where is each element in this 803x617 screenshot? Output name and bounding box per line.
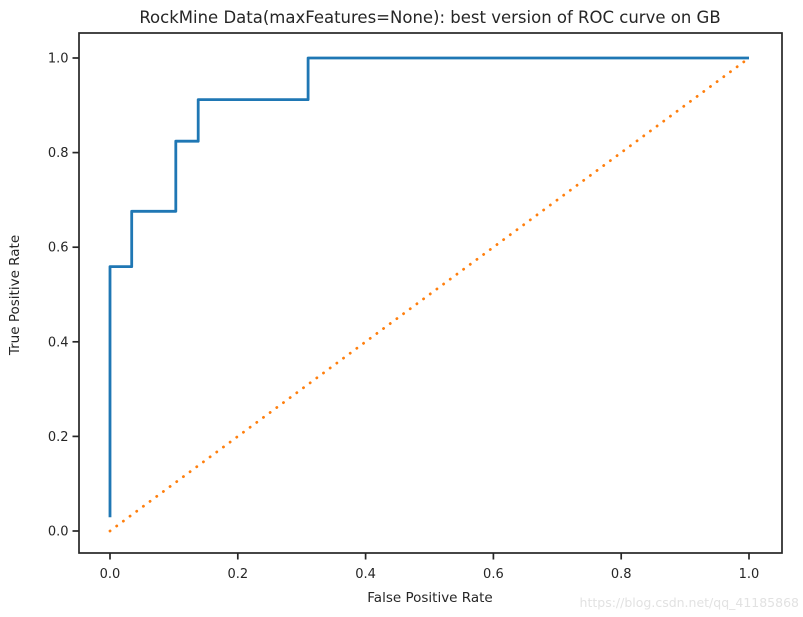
y-tick-label: 0.8 <box>48 146 69 161</box>
series-layer <box>108 56 751 533</box>
x-tick-label: 0.2 <box>227 567 248 582</box>
y-axis-ticks: 0.0 0.2 0.4 0.6 0.8 1.0 <box>48 52 79 540</box>
chance-diagonal-line <box>108 56 751 533</box>
y-tick-label: 0.0 <box>48 525 69 540</box>
watermark-text: https://blog.csdn.net/qq_41185868 <box>580 595 799 610</box>
chart-title: RockMine Data(maxFeatures=None): best ve… <box>139 8 720 27</box>
y-tick-label: 0.6 <box>48 241 69 256</box>
x-axis-label: False Positive Rate <box>367 590 492 606</box>
x-tick-label: 0.0 <box>100 567 121 582</box>
x-tick-label: 0.8 <box>611 567 632 582</box>
x-axis-ticks: 0.0 0.2 0.4 0.6 0.8 1.0 <box>100 553 760 582</box>
y-tick-label: 0.2 <box>48 430 69 445</box>
roc-curve-gb-line <box>108 56 749 518</box>
x-tick-label: 0.4 <box>355 567 376 582</box>
plot-area-box <box>78 32 783 554</box>
y-tick-label: 1.0 <box>48 52 69 67</box>
x-tick-label: 0.6 <box>483 567 504 582</box>
y-axis-label: True Positive Rate <box>7 235 23 356</box>
y-tick-label: 0.4 <box>48 335 69 350</box>
x-tick-label: 1.0 <box>739 567 760 582</box>
